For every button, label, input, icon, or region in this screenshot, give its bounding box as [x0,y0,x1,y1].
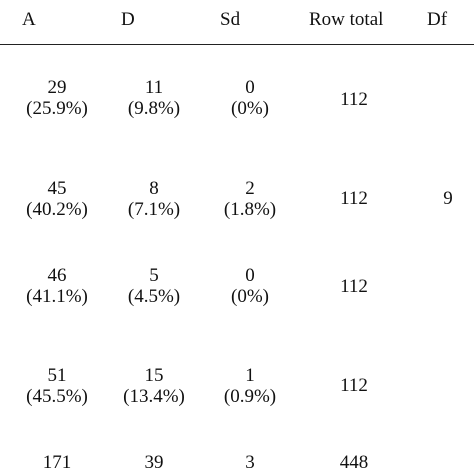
row-4-a-count: 51 [47,365,67,386]
row-2-a-pct: (40.2%) [26,199,88,220]
row-2-a-count: 45 [47,178,67,199]
total-d: 39 [144,452,164,473]
row-2-sd-pct: (1.8%) [223,199,277,220]
row-1-total: 112 [340,89,368,110]
row-1-d-count: 11 [144,77,164,98]
total-sd: 3 [245,452,255,473]
row-2-a: 45 (40.2%) [7,178,107,220]
row-4-sd-count: 1 [245,365,255,386]
header-rule [0,44,474,45]
row-3-total: 112 [340,276,368,297]
row-2-d-count: 8 [149,178,159,199]
row-3-d: 5 (4.5%) [104,265,204,307]
header-row-total: Row total [309,9,384,30]
row-4-sd-pct: (0.9%) [223,386,277,407]
row-2-total: 112 [340,188,368,209]
row-4-a: 51 (45.5%) [7,365,107,407]
row-3-d-pct: (4.5%) [127,286,181,307]
row-4-d: 15 (13.4%) [104,365,204,407]
row-1-d: 11 (9.8%) [104,77,204,119]
row-1-sd-pct: (0%) [231,98,269,119]
header-d: D [121,9,135,30]
row-3-a: 46 (41.1%) [7,265,107,307]
total-a: 171 [42,452,72,473]
row-2-sd: 2 (1.8%) [200,178,300,220]
row-4-d-pct: (13.4%) [123,386,185,407]
row-3-d-count: 5 [149,265,159,286]
row-2-d-pct: (7.1%) [127,199,181,220]
row-3-a-pct: (41.1%) [26,286,88,307]
row-1-a-pct: (25.9%) [26,98,88,119]
row-3-sd-count: 0 [245,265,255,286]
row-3-a-count: 46 [47,265,67,286]
grand-total: 448 [339,452,369,473]
header-a: A [22,9,36,30]
row-3-sd-pct: (0%) [231,286,269,307]
row-1-a: 29 (25.9%) [7,77,107,119]
row-1-sd: 0 (0%) [200,77,300,119]
row-3-sd: 0 (0%) [200,265,300,307]
row-1-d-pct: (9.8%) [127,98,181,119]
df-value: 9 [443,188,453,209]
header-sd: Sd [220,9,241,30]
row-1-sd-count: 0 [245,77,255,98]
row-4-sd: 1 (0.9%) [200,365,300,407]
row-2-sd-count: 2 [245,178,255,199]
header-df: Df [427,9,448,30]
row-4-a-pct: (45.5%) [26,386,88,407]
row-4-total: 112 [340,375,368,396]
row-4-d-count: 15 [144,365,164,386]
row-2-d: 8 (7.1%) [104,178,204,220]
row-1-a-count: 29 [47,77,67,98]
